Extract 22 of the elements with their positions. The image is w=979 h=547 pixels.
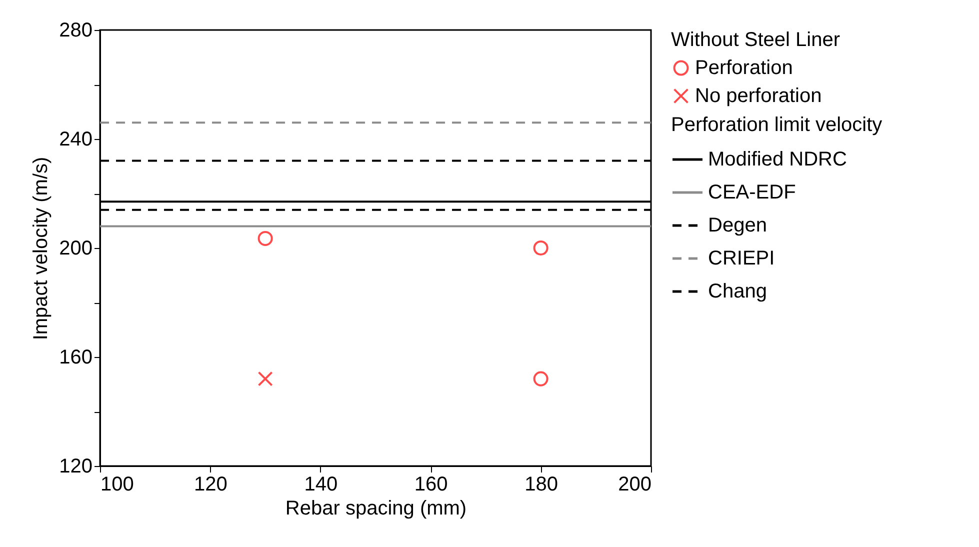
y-tick-label: 200 — [59, 238, 92, 260]
x-axis-title: Rebar spacing (mm) — [285, 498, 467, 520]
x-tick-label: 160 — [414, 474, 448, 496]
y-tick-label: 160 — [59, 346, 92, 368]
x-tick-label: 100 — [100, 474, 134, 496]
legend-label: Modified NDRC — [708, 148, 847, 170]
y-tick-label: 280 — [59, 20, 92, 42]
x-tick-label: 200 — [618, 474, 652, 496]
legend-label: Perforation — [695, 57, 793, 79]
text: Perforation limit velocity — [671, 114, 882, 136]
x-tick-label: 180 — [524, 474, 558, 496]
legend-label: CRIEPI — [708, 248, 775, 270]
legend-label: Degen — [708, 214, 767, 236]
legend-label: No perforation — [695, 85, 822, 107]
text: Without Steel Liner — [671, 29, 840, 51]
x-tick-label: 120 — [194, 474, 228, 496]
y-axis-title: Impact velocity (m/s) — [30, 156, 52, 340]
y-tick-label: 120 — [59, 456, 92, 478]
legend-label: CEA-EDF — [708, 182, 796, 204]
x-tick-label: 140 — [304, 474, 338, 496]
y-tick-label: 240 — [59, 128, 92, 150]
legend-label: Chang — [708, 280, 767, 302]
